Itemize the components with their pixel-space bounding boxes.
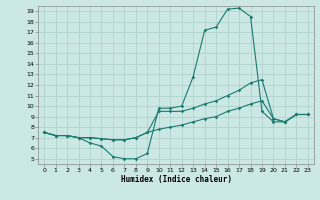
X-axis label: Humidex (Indice chaleur): Humidex (Indice chaleur): [121, 175, 231, 184]
